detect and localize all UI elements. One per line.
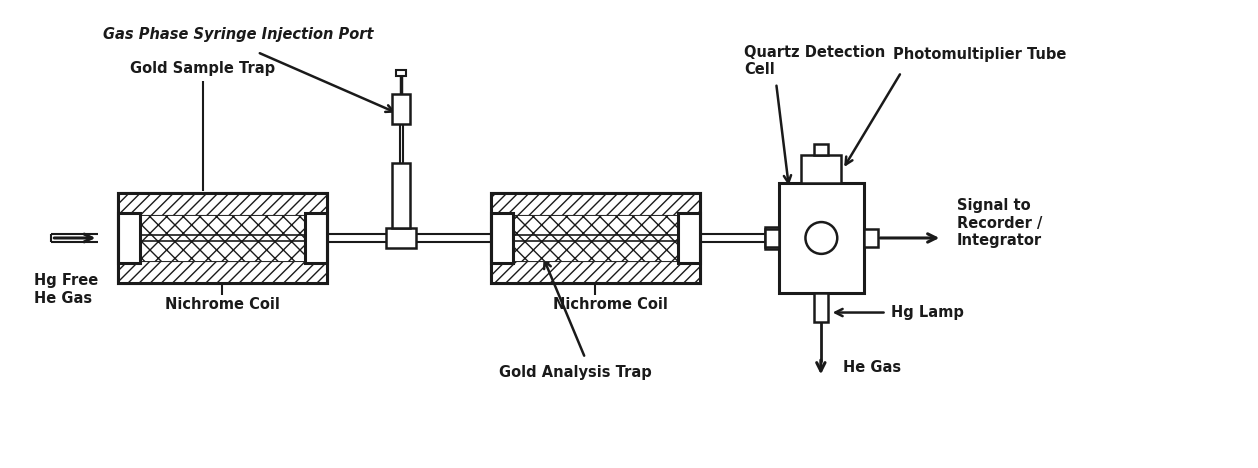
Bar <box>118 193 327 283</box>
Text: Gold Analysis Trap: Gold Analysis Trap <box>499 365 652 380</box>
Text: Nichrome Coil: Nichrome Coil <box>552 297 668 312</box>
Bar <box>118 193 327 215</box>
Bar <box>863 229 878 247</box>
Bar <box>678 213 699 263</box>
Text: Signal to
Recorder /
Integrator: Signal to Recorder / Integrator <box>957 198 1043 248</box>
Bar <box>491 193 699 215</box>
Bar <box>765 227 779 249</box>
Bar <box>491 213 513 263</box>
Bar <box>122 215 323 261</box>
Text: Gold Sample Trap: Gold Sample Trap <box>130 61 276 76</box>
Bar <box>396 70 406 76</box>
Text: Photomultiplier Tube: Photomultiplier Tube <box>893 47 1067 62</box>
Text: Gas Phase Syringe Injection Port: Gas Phase Syringe Injection Port <box>103 27 374 42</box>
Text: Hg Lamp: Hg Lamp <box>892 305 965 320</box>
Bar <box>118 193 327 283</box>
Text: Quartz Detection
Cell: Quartz Detection Cell <box>745 45 886 77</box>
Bar <box>304 213 327 263</box>
Bar <box>386 228 416 248</box>
Bar <box>118 261 327 283</box>
Bar <box>392 163 410 228</box>
Bar <box>392 94 410 124</box>
Bar <box>814 292 828 322</box>
Bar <box>118 213 140 263</box>
Text: Nichrome Coil: Nichrome Coil <box>165 297 279 312</box>
Bar <box>491 193 699 283</box>
Bar <box>765 229 779 247</box>
Bar <box>491 193 699 283</box>
Bar <box>491 261 699 283</box>
Text: He Gas: He Gas <box>843 360 901 375</box>
Text: Hg Free
He Gas: Hg Free He Gas <box>34 273 98 306</box>
Bar <box>814 144 828 155</box>
Bar <box>801 155 840 183</box>
Bar <box>779 183 863 292</box>
Bar <box>494 215 696 261</box>
